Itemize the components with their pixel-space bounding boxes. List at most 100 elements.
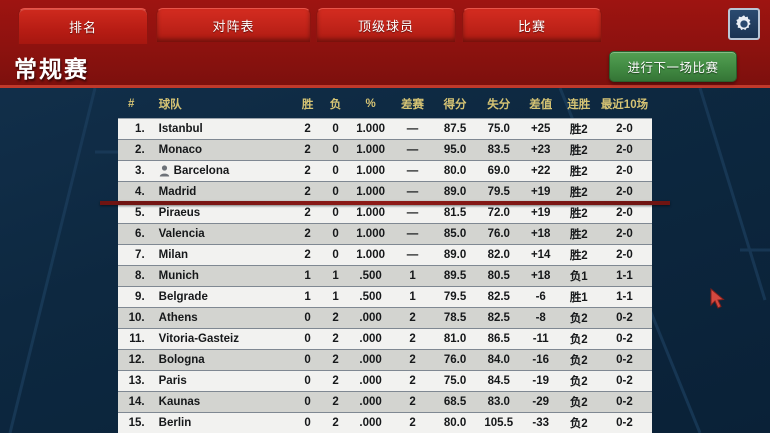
tab-games[interactable]: 比赛 [462, 8, 602, 42]
team-name: Barcelona [173, 165, 230, 177]
col-header-points-for[interactable]: 得分 [443, 99, 467, 111]
col-header-diff[interactable]: 差值 [529, 99, 553, 111]
col-header-streak[interactable]: 连胜 [567, 99, 591, 111]
mouse-cursor [710, 288, 725, 309]
team-cell-content: Belgrade [159, 291, 294, 303]
cell-diff: -33 [520, 412, 561, 433]
cell-wins: 0 [293, 391, 322, 413]
cell-points-against: 86.5 [476, 328, 521, 350]
table-row[interactable]: 7. Milan 2 0 1.000—89.0 82.0 +14 胜2 2-0 [118, 244, 652, 266]
cell-diff: -11 [520, 328, 561, 350]
col-header-games-behind[interactable]: 差赛 [401, 99, 425, 111]
cell-rank: 4. [118, 181, 151, 203]
cell-last10: 0-2 [596, 307, 652, 329]
user-team-person-icon [159, 165, 170, 177]
cell-last10: 2-0 [596, 244, 652, 266]
cell-points-for: 89.0 [433, 244, 477, 266]
table-row[interactable]: 9. Belgrade 1 1.500 1 79.5 82.5 -6 胜1 1-1 [118, 286, 652, 308]
table-row[interactable]: 1. Istanbul 2 0 1.000—87.5 75.0 +25 胜2 2-0 [118, 118, 652, 140]
cell-losses: 1 [321, 286, 350, 308]
cell-games-behind: — [391, 118, 434, 140]
cell-losses: 2 [321, 412, 350, 433]
team-name: Milan [158, 249, 189, 261]
table-row[interactable]: 14. Kaunas 0 2.000 2 68.5 83.0 -29 负2 0-2 [118, 391, 652, 413]
col-header-last10[interactable]: 最近10场 [600, 99, 649, 111]
tab-schedule[interactable]: 对阵表 [156, 8, 311, 42]
tab-top-players[interactable]: 顶级球员 [316, 8, 456, 42]
cell-wins: 2 [293, 160, 322, 182]
table-row[interactable]: 10. Athens 0 2.000 2 78.5 82.5 -8 负2 0-2 [118, 307, 652, 329]
col-header-team[interactable]: 球队 [158, 99, 182, 111]
cell-rank: 3. [118, 160, 151, 182]
cell-team: Munich [150, 265, 294, 287]
next-game-label: 进行下一场比赛 [627, 61, 719, 75]
cell-last10: 2-0 [596, 181, 652, 203]
next-game-button[interactable]: 进行下一场比赛 [609, 51, 737, 82]
table-row[interactable]: 8. Munich 1 1.500 1 89.5 80.5 +18 负1 1-1 [118, 265, 652, 287]
cell-team: Istanbul [150, 118, 294, 140]
tab-standings[interactable]: 排名 [18, 8, 148, 44]
cell-diff: -6 [520, 286, 561, 308]
col-header-losses[interactable]: 负 [329, 99, 342, 111]
team-cell-content: Munich [159, 270, 294, 282]
team-name: Paris [158, 375, 187, 387]
cell-diff: -16 [520, 349, 561, 371]
cell-streak: 负2 [560, 391, 597, 413]
table-row[interactable]: 4. Madrid 2 0 1.000—89.0 79.5 +19 胜2 2-0 [118, 181, 652, 203]
cell-team: Milan [150, 244, 294, 266]
cell-points-against: 83.5 [476, 139, 521, 161]
cell-streak: 负2 [560, 328, 597, 350]
cell-points-for: 80.0 [433, 160, 477, 182]
table-row[interactable]: 15. Berlin 0 2.000 2 80.0 105.5 -33 负2 0-2 [118, 412, 652, 433]
cell-pct: .000 [349, 370, 392, 392]
team-cell-content: Barcelona [159, 165, 294, 177]
col-header-pct[interactable]: % [365, 98, 376, 110]
col-header-wins[interactable]: 胜 [301, 99, 314, 111]
cell-losses: 0 [321, 139, 350, 161]
settings-button[interactable] [728, 8, 760, 40]
cell-pct: .000 [349, 391, 392, 413]
table-row[interactable]: 3. Barcelona 2 0 1.000—80.0 69.0 +22 胜2 2-0 [118, 160, 652, 182]
cell-games-behind: 2 [391, 370, 434, 392]
cell-games-behind: 2 [391, 391, 434, 413]
cell-games-behind: — [391, 160, 434, 182]
col-header-points-against[interactable]: 失分 [487, 99, 511, 111]
table-row[interactable]: 6. Valencia 2 0 1.000—85.0 76.0 +18 胜2 2-0 [118, 223, 652, 245]
cell-rank: 1. [118, 118, 151, 140]
team-cell-content: Valencia [159, 228, 294, 240]
team-cell-content: Milan [159, 249, 294, 261]
cell-games-behind: 2 [391, 349, 434, 371]
cell-last10: 2-0 [596, 223, 652, 245]
cell-games-behind: 2 [391, 307, 434, 329]
cell-points-against: 84.5 [476, 370, 521, 392]
cell-last10: 0-2 [596, 391, 652, 413]
cell-pct: .500 [349, 265, 392, 287]
cell-points-for: 76.0 [433, 349, 477, 371]
cell-points-against: 72.0 [476, 202, 521, 224]
table-row[interactable]: 11. Vitoria-Gasteiz 0 2.000 2 81.0 86.5 -11 负2 0-… [118, 328, 652, 350]
cell-pct: .000 [349, 349, 392, 371]
cell-wins: 2 [293, 202, 322, 224]
cell-wins: 0 [293, 370, 322, 392]
team-name: Belgrade [158, 291, 208, 303]
team-name: Athens [158, 312, 198, 324]
cell-team: Paris [150, 370, 294, 392]
cell-wins: 0 [293, 412, 322, 433]
cell-losses: 0 [321, 244, 350, 266]
tab-label: 对阵表 [212, 19, 255, 34]
table-row[interactable]: 12. Bologna 0 2.000 2 76.0 84.0 -16 负2 0-2 [118, 349, 652, 371]
cell-wins: 2 [293, 244, 322, 266]
col-header-rank[interactable]: # [128, 98, 135, 110]
team-name: Kaunas [158, 396, 201, 408]
cell-pct: .000 [349, 412, 392, 433]
table-row[interactable]: 2. Monaco 2 0 1.000—95.0 83.5 +23 胜2 2-0 [118, 139, 652, 161]
team-cell-content: Berlin [159, 417, 294, 429]
cell-wins: 0 [293, 328, 322, 350]
team-cell-content: Vitoria-Gasteiz [159, 333, 294, 345]
cell-team: Madrid [150, 181, 294, 203]
cell-last10: 0-2 [596, 349, 652, 371]
team-cell-content: Monaco [159, 144, 294, 156]
table-row[interactable]: 13. Paris 0 2.000 2 75.0 84.5 -19 负2 0-2 [118, 370, 652, 392]
cell-points-for: 81.5 [433, 202, 477, 224]
table-row[interactable]: 5. Piraeus 2 0 1.000—81.5 72.0 +19 胜2 2-0 [118, 202, 652, 224]
